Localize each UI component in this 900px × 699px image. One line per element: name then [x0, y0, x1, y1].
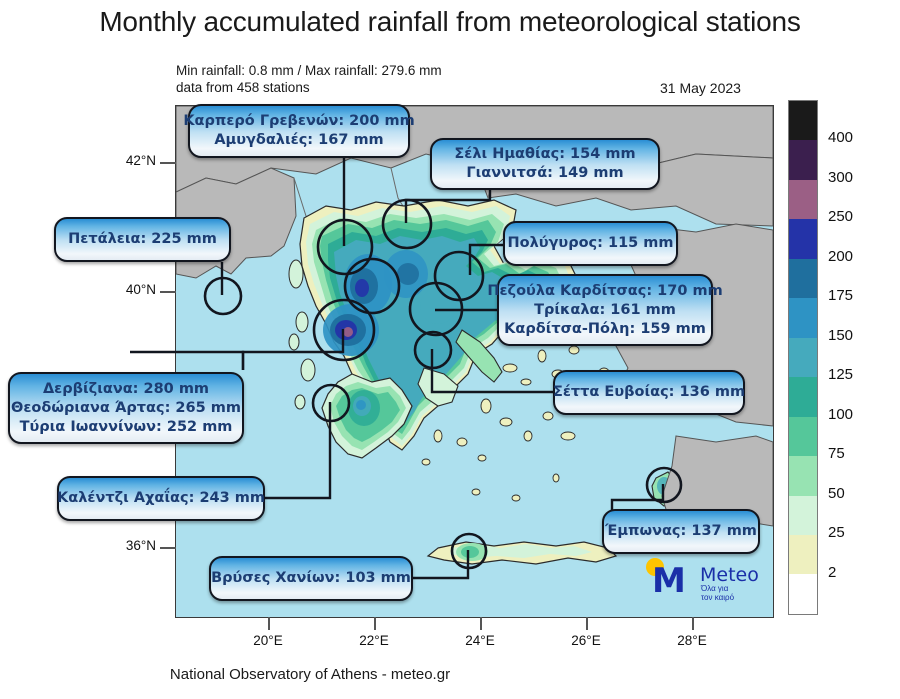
callout-kalentzi[interactable]: Καλέντζι Αχαΐας: 243 mm — [57, 476, 265, 521]
colorbar-band — [789, 179, 817, 220]
lon-tick-20 — [268, 617, 270, 630]
lon-tick-26 — [586, 617, 588, 630]
callout-dervizana[interactable]: Δερβίζιανα: 280 mm Θεοδώριανα Άρτας: 265… — [8, 372, 244, 444]
colorbar-tick-label: 400 — [828, 129, 854, 147]
callout-line: Τρίκαλα: 161 mm — [534, 301, 676, 318]
logo-sun-icon — [646, 558, 664, 576]
colorbar — [788, 100, 818, 615]
lon-tick-28 — [692, 617, 694, 630]
header-stats: Min rainfall: 0.8 mm / Max rainfall: 279… — [176, 62, 442, 96]
colorbar-band — [789, 258, 817, 299]
colorbar-band — [789, 377, 817, 417]
colorbar-tick-label: 125 — [828, 366, 854, 384]
lat-tick-36 — [160, 547, 176, 549]
meteo-logo: M Meteo Όλα για τον καιρό — [640, 556, 765, 604]
callout-line: Γιαννιτσά: 149 mm — [466, 165, 624, 181]
colorbar-tick-label: 25 — [828, 524, 845, 542]
callout-line: Καλέντζι Αχαΐας: 243 mm — [57, 490, 265, 506]
callout-line: Πεζούλα Καρδίτσας: 170 mm — [487, 282, 723, 299]
logo-name: Meteo — [700, 564, 759, 586]
min-max-rainfall-text: Min rainfall: 0.8 mm / Max rainfall: 279… — [176, 63, 442, 78]
lon-tick-22 — [374, 617, 376, 630]
callout-line: Σέττα Ευβοίας: 136 mm — [552, 384, 746, 400]
callout-pezoula[interactable]: Πεζούλα Καρδίτσας: 170 mm Τρίκαλα: 161 m… — [487, 274, 723, 346]
colorbar-tick-label: 175 — [828, 287, 854, 305]
colorbar-tick-label: 2 — [828, 563, 837, 581]
callout-vryses[interactable]: Βρύσες Χανίων: 103 mm — [209, 556, 413, 601]
map-date: 31 May 2023 — [660, 80, 741, 96]
lon-label-26: 26°E — [571, 633, 601, 648]
colorbar-tick-label: 75 — [828, 445, 845, 463]
logo-letter: M — [652, 561, 686, 601]
callout-line: Δερβίζιανα: 280 mm — [42, 380, 210, 397]
colorbar-band — [789, 534, 817, 575]
colorbar-band — [789, 337, 817, 378]
lat-label-36: 36°N — [125, 538, 156, 553]
colorbar-tick-label: 300 — [828, 168, 854, 186]
lat-label-40: 40°N — [125, 282, 156, 297]
colorbar-band — [789, 140, 817, 180]
lon-tick-24 — [480, 617, 482, 630]
lon-label-28: 28°E — [677, 633, 707, 648]
callout-line: Αμυγδαλιές: 167 mm — [214, 132, 384, 148]
callout-line: Πολύγυρος: 115 mm — [507, 235, 674, 251]
colorbar-tick-label: 250 — [828, 208, 854, 226]
callout-petaleia[interactable]: Πετάλεια: 225 mm — [54, 217, 231, 262]
colorbar-tick-label: 150 — [828, 326, 854, 344]
callout-karpero[interactable]: Καρπερό Γρεβενών: 200 mm Αμυγδαλιές: 167… — [183, 104, 415, 158]
lat-tick-40 — [160, 291, 176, 293]
colorbar-band — [789, 101, 817, 141]
logo-tagline: Όλα για τον καιρό — [701, 584, 734, 602]
colorbar-tick-label: 50 — [828, 484, 845, 502]
lon-label-22: 22°E — [359, 633, 389, 648]
callout-line: Καρδίτσα-Πόλη: 159 mm — [504, 320, 706, 337]
colorbar-band — [789, 416, 817, 457]
callout-empwnas[interactable]: Έμπωνας: 137 mm — [602, 509, 760, 554]
colorbar-tick-label: 200 — [828, 247, 854, 265]
lon-label-24: 24°E — [465, 633, 495, 648]
callout-line: Έμπωνας: 137 mm — [605, 523, 757, 539]
callout-setta[interactable]: Σέττα Ευβοίας: 136 mm — [553, 370, 745, 415]
colorbar-band — [789, 495, 817, 535]
callout-line: Θεοδώριανα Άρτας: 265 mm — [11, 399, 241, 416]
callout-line: Σέλι Ημαθίας: 154 mm — [454, 146, 636, 162]
colorbar-tick-label: 100 — [828, 405, 854, 423]
page-title: Monthly accumulated rainfall from meteor… — [99, 6, 801, 37]
lat-tick-42 — [160, 162, 176, 164]
logo-tagline-line1: Όλα για — [701, 584, 729, 593]
station-count-text: data from 458 stations — [176, 80, 310, 95]
callout-line: Τύρια Ιωαννίνων: 252 mm — [19, 418, 233, 435]
colorbar-band — [789, 574, 817, 614]
logo-tagline-line2: τον καιρό — [701, 593, 735, 602]
colorbar-band — [789, 219, 817, 259]
callout-polygyros[interactable]: Πολύγυρος: 115 mm — [503, 221, 678, 266]
lat-label-42: 42°N — [125, 153, 156, 168]
callout-line: Πετάλεια: 225 mm — [68, 231, 217, 247]
footer-credit: National Observatory of Athens - meteo.g… — [169, 666, 451, 683]
colorbar-band — [789, 298, 817, 338]
lon-label-20: 20°E — [253, 633, 283, 648]
callout-line: Καρπερό Γρεβενών: 200 mm — [183, 113, 415, 129]
callout-seli[interactable]: Σέλι Ημαθίας: 154 mm Γιαννιτσά: 149 mm — [430, 138, 660, 190]
callout-line: Βρύσες Χανίων: 103 mm — [211, 570, 411, 586]
colorbar-band — [789, 456, 817, 496]
